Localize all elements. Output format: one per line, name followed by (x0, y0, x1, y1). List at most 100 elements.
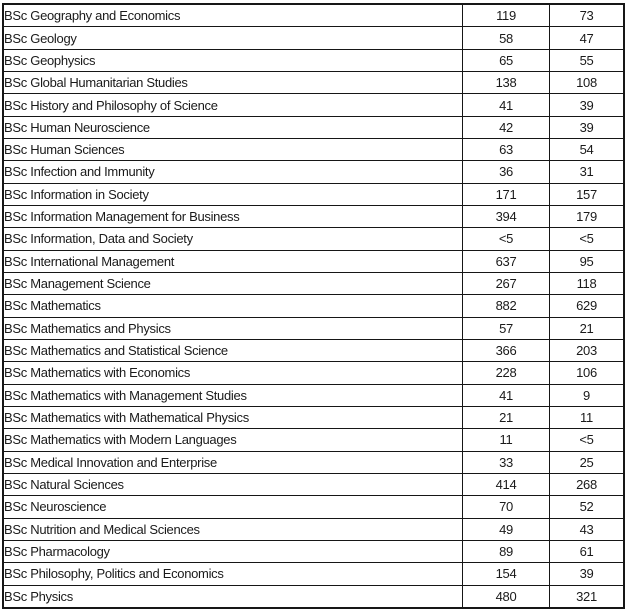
table-row: BSc Human Sciences 63 54 (2, 137, 625, 162)
value-2-cell: 52 (549, 495, 625, 519)
value-2-cell: 203 (549, 338, 625, 363)
program-name-cell: BSc Physics (2, 584, 463, 609)
program-name-cell: BSc Global Humanitarian Studies (2, 71, 463, 95)
value-1-cell: 414 (462, 472, 550, 497)
value-1-cell: 394 (462, 204, 550, 229)
value-2-cell: 55 (549, 48, 625, 73)
value-2-cell: 25 (549, 450, 625, 474)
value-1-cell: 267 (462, 271, 550, 296)
table-row: BSc Mathematics with Mathematical Physic… (2, 405, 625, 430)
table-row: BSc Mathematics with Modern Languages 11… (2, 428, 625, 452)
value-1-cell: 21 (462, 405, 550, 430)
value-2-cell: 95 (549, 249, 625, 273)
table-row: BSc Information Management for Business … (2, 204, 625, 229)
value-1-cell: 366 (462, 338, 550, 363)
value-1-cell: 65 (462, 48, 550, 73)
value-2-cell: 321 (549, 584, 625, 609)
program-name-cell: BSc Human Sciences (2, 137, 463, 162)
program-name-cell: BSc Medical Innovation and Enterprise (2, 450, 463, 474)
value-2-cell: 179 (549, 204, 625, 229)
value-2-cell: 39 (549, 562, 625, 586)
table-row: BSc Physics 480 321 (2, 584, 625, 609)
table-row: BSc Nutrition and Medical Sciences 49 43 (2, 517, 625, 541)
value-1-cell: 57 (462, 316, 550, 340)
program-name-cell: BSc Mathematics with Management Studies (2, 383, 463, 407)
program-name-cell: BSc Philosophy, Politics and Economics (2, 562, 463, 586)
program-name-cell: BSc Human Neuroscience (2, 115, 463, 140)
value-2-cell: 9 (549, 383, 625, 407)
value-2-cell: <5 (549, 428, 625, 452)
table-row: BSc Infection and Immunity 36 31 (2, 160, 625, 184)
table-row: BSc Philosophy, Politics and Economics 1… (2, 562, 625, 586)
value-1-cell: 138 (462, 71, 550, 95)
value-1-cell: 480 (462, 584, 550, 609)
value-1-cell: 58 (462, 26, 550, 50)
value-2-cell: 31 (549, 160, 625, 184)
value-1-cell: 49 (462, 517, 550, 541)
program-name-cell: BSc Mathematics with Modern Languages (2, 428, 463, 452)
program-name-cell: BSc Mathematics and Physics (2, 316, 463, 340)
table-row: BSc Management Science 267 118 (2, 271, 625, 296)
value-2-cell: 118 (549, 271, 625, 296)
degree-programs-table: BSc Geography and Economics 119 73 BSc G… (2, 3, 625, 609)
table-row: BSc Natural Sciences 414 268 (2, 472, 625, 497)
table-row: BSc Mathematics and Statistical Science … (2, 338, 625, 363)
value-2-cell: 61 (549, 539, 625, 564)
program-name-cell: BSc Information in Society (2, 182, 463, 206)
value-1-cell: 119 (462, 3, 550, 28)
table-row: BSc Information in Society 171 157 (2, 182, 625, 206)
value-1-cell: 89 (462, 539, 550, 564)
program-name-cell: BSc Infection and Immunity (2, 160, 463, 184)
program-name-cell: BSc Nutrition and Medical Sciences (2, 517, 463, 541)
table-row: BSc Mathematics with Economics 228 106 (2, 361, 625, 385)
value-1-cell: 171 (462, 182, 550, 206)
value-2-cell: <5 (549, 227, 625, 251)
table-row: BSc Geography and Economics 119 73 (2, 3, 625, 28)
table-row: BSc Information, Data and Society <5 <5 (2, 227, 625, 251)
value-2-cell: 268 (549, 472, 625, 497)
program-name-cell: BSc Natural Sciences (2, 472, 463, 497)
table-row: BSc Neuroscience 70 52 (2, 495, 625, 519)
program-name-cell: BSc International Management (2, 249, 463, 273)
table-row: BSc Human Neuroscience 42 39 (2, 115, 625, 140)
program-name-cell: BSc Geophysics (2, 48, 463, 73)
table-row: BSc Mathematics and Physics 57 21 (2, 316, 625, 340)
value-1-cell: 41 (462, 383, 550, 407)
program-name-cell: BSc Information Management for Business (2, 204, 463, 229)
program-name-cell: BSc Pharmacology (2, 539, 463, 564)
table-row: BSc History and Philosophy of Science 41… (2, 93, 625, 117)
table-row: BSc Geology 58 47 (2, 26, 625, 50)
value-2-cell: 73 (549, 3, 625, 28)
value-1-cell: 63 (462, 137, 550, 162)
table-row: BSc Pharmacology 89 61 (2, 539, 625, 564)
table-row: BSc Mathematics with Management Studies … (2, 383, 625, 407)
value-1-cell: 11 (462, 428, 550, 452)
value-2-cell: 54 (549, 137, 625, 162)
value-1-cell: 637 (462, 249, 550, 273)
program-name-cell: BSc Mathematics with Mathematical Physic… (2, 405, 463, 430)
value-1-cell: 882 (462, 294, 550, 318)
program-name-cell: BSc Mathematics with Economics (2, 361, 463, 385)
program-name-cell: BSc Information, Data and Society (2, 227, 463, 251)
program-name-cell: BSc Mathematics and Statistical Science (2, 338, 463, 363)
value-2-cell: 39 (549, 115, 625, 140)
table-row: BSc International Management 637 95 (2, 249, 625, 273)
value-1-cell: 36 (462, 160, 550, 184)
value-1-cell: 154 (462, 562, 550, 586)
program-name-cell: BSc History and Philosophy of Science (2, 93, 463, 117)
value-2-cell: 11 (549, 405, 625, 430)
value-2-cell: 106 (549, 361, 625, 385)
program-name-cell: BSc Management Science (2, 271, 463, 296)
value-1-cell: 41 (462, 93, 550, 117)
table-row: BSc Mathematics 882 629 (2, 294, 625, 318)
value-2-cell: 47 (549, 26, 625, 50)
table-row: BSc Geophysics 65 55 (2, 48, 625, 73)
program-name-cell: BSc Geology (2, 26, 463, 50)
program-name-cell: BSc Geography and Economics (2, 3, 463, 28)
value-2-cell: 157 (549, 182, 625, 206)
table-row: BSc Medical Innovation and Enterprise 33… (2, 450, 625, 474)
value-1-cell: 228 (462, 361, 550, 385)
program-name-cell: BSc Neuroscience (2, 495, 463, 519)
value-2-cell: 108 (549, 71, 625, 95)
